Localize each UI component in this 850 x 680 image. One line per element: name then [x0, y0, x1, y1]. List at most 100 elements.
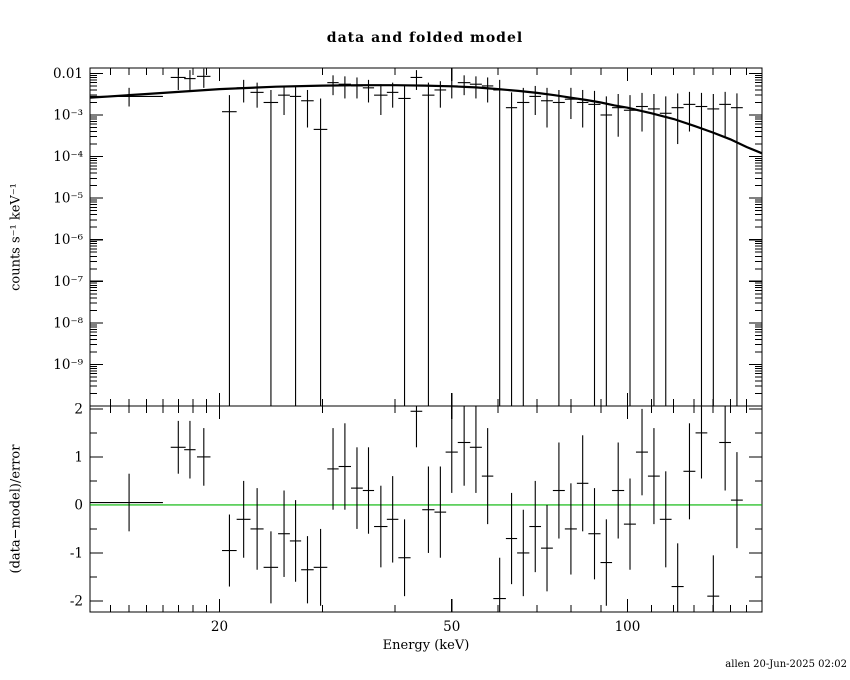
data-point	[386, 82, 399, 108]
data-point	[671, 93, 684, 145]
residual-point	[481, 428, 494, 525]
tick-label: 0	[74, 497, 83, 513]
residual-point	[469, 406, 482, 493]
data-point	[301, 89, 314, 128]
residual-data	[90, 406, 743, 612]
residual-point	[196, 428, 211, 486]
residual-point	[719, 406, 731, 491]
residual-point	[263, 531, 279, 604]
residual-point	[623, 478, 636, 570]
residual-point	[410, 406, 423, 448]
residual-point	[635, 408, 648, 496]
data-point	[588, 90, 601, 406]
residual-point	[301, 536, 314, 604]
data-point	[445, 77, 458, 99]
residual-point	[707, 555, 720, 612]
data-point	[196, 68, 211, 88]
residual-point	[541, 504, 553, 592]
residual-point	[600, 519, 613, 606]
data-point	[313, 98, 328, 406]
residual-point	[695, 406, 708, 479]
tick-label: 10⁻⁸	[53, 315, 83, 331]
data-point	[289, 85, 302, 406]
residual-point	[236, 480, 251, 558]
data-point	[338, 76, 352, 99]
residual-point	[386, 476, 399, 563]
data-point	[481, 77, 494, 103]
data-point	[170, 68, 186, 90]
residual-point	[362, 447, 375, 534]
spectrum-data	[90, 68, 743, 406]
signature-text: allen 20-Jun-2025 02:02	[725, 659, 847, 670]
data-point	[493, 79, 506, 406]
tick-label: 0.01	[53, 66, 83, 82]
tick-labels: 20 50 1000.0110⁻³10⁻⁴10⁻⁵10⁻⁶10⁻⁷10⁻⁸10⁻⁹-…	[53, 66, 640, 635]
data-point	[576, 89, 589, 128]
y-axis-label-residuals: (data−model)/error	[8, 444, 24, 574]
data-point	[719, 91, 731, 137]
residual-point	[434, 466, 447, 558]
data-point	[707, 93, 720, 406]
residual-point	[445, 411, 458, 493]
data-point	[647, 93, 660, 406]
data-point	[362, 79, 375, 103]
residual-point	[327, 428, 339, 510]
tick-label: 10⁻³	[53, 107, 83, 123]
residual-point	[90, 473, 163, 532]
x-axis-label: Energy (keV)	[382, 638, 470, 653]
data-point	[236, 79, 251, 103]
data-point	[517, 87, 530, 406]
residual-point	[289, 500, 302, 582]
data-point	[374, 84, 388, 115]
tick-label: 10⁻⁵	[53, 191, 83, 207]
residual-point	[730, 452, 743, 549]
tick-label: 2	[74, 401, 83, 417]
residual-point	[351, 447, 363, 529]
residual-point	[338, 423, 352, 510]
residual-point	[457, 406, 471, 486]
residual-point	[517, 509, 530, 597]
residual-point	[612, 442, 625, 539]
data-point	[505, 92, 518, 406]
data-point	[398, 85, 411, 406]
data-point	[410, 70, 423, 90]
tick-label: -1	[70, 545, 83, 561]
residual-point	[313, 528, 328, 606]
residual-point	[374, 485, 388, 568]
residual-point	[493, 557, 506, 612]
tick-label: 10⁻⁶	[53, 232, 83, 248]
tick-label: -2	[70, 593, 83, 609]
residual-point	[647, 428, 660, 525]
data-point	[564, 87, 577, 120]
data-point	[351, 77, 363, 99]
tick-label: 10⁻⁹	[53, 357, 83, 373]
residual-point	[588, 488, 601, 580]
data-point	[278, 85, 290, 115]
data-point	[552, 89, 565, 406]
model-curve	[89, 84, 763, 155]
residual-point	[552, 442, 565, 539]
tick-label: 20	[211, 619, 228, 635]
data-point	[600, 96, 613, 406]
tick-label: 10⁻⁴	[53, 149, 83, 165]
residual-point	[278, 490, 290, 577]
data-point	[184, 70, 196, 90]
data-point	[730, 93, 743, 406]
residual-point	[576, 435, 589, 532]
data-point	[263, 89, 279, 406]
tick-label: 1	[74, 449, 83, 465]
residual-point	[398, 519, 411, 597]
residual-point	[659, 471, 672, 568]
tick-label: 100	[615, 619, 641, 635]
data-point	[695, 92, 708, 406]
data-point	[457, 75, 471, 96]
data-point	[612, 93, 625, 137]
residual-point	[671, 543, 684, 612]
data-point	[422, 82, 435, 406]
top-panel-frame	[89, 67, 763, 407]
residual-point	[564, 483, 577, 575]
residual-point	[529, 480, 542, 573]
bottom-panel-frame	[89, 405, 763, 613]
y-axis-label-counts: counts s⁻¹ keV⁻¹	[8, 183, 24, 291]
